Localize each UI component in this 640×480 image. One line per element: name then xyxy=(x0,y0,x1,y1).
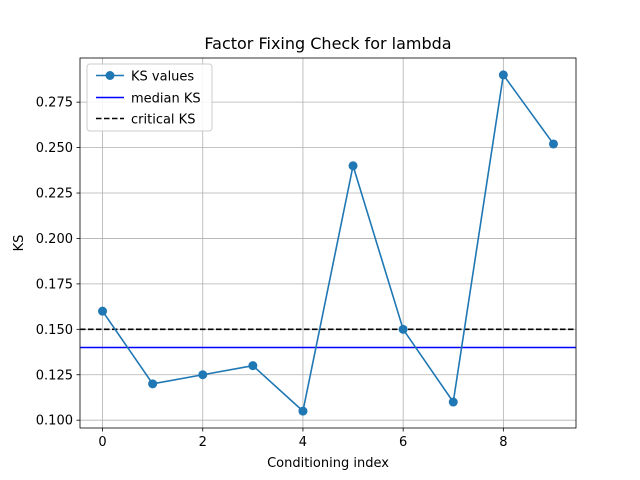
x-axis-label: Conditioning index xyxy=(267,456,389,471)
y-tick-label: 0.175 xyxy=(36,277,73,292)
ks-value-point xyxy=(298,406,308,416)
ks-value-point xyxy=(348,161,358,171)
ks-value-point xyxy=(248,361,258,371)
ks-value-point xyxy=(198,370,208,380)
x-tick-label: 6 xyxy=(399,435,407,450)
legend-label-critical-ks: critical KS xyxy=(131,113,195,128)
x-tick-label: 4 xyxy=(299,435,307,450)
y-tick-label: 0.125 xyxy=(36,368,73,383)
legend-box xyxy=(86,63,213,132)
ks-value-point xyxy=(498,70,508,80)
ks-value-point xyxy=(448,397,458,407)
x-tick-label: 2 xyxy=(199,435,207,450)
chart-title: Factor Fixing Check for lambda xyxy=(204,34,451,53)
ks-value-point xyxy=(398,324,408,334)
y-axis-label: KS xyxy=(12,235,27,252)
plot-frame xyxy=(79,57,577,429)
ks-value-point xyxy=(98,306,108,316)
legend-label-ks-values: KS values xyxy=(131,70,194,85)
reference-lines xyxy=(80,328,576,349)
legend: KS values median KS critical KS xyxy=(86,63,213,132)
x-tick-label: 0 xyxy=(98,435,106,450)
ks-value-point xyxy=(148,379,158,389)
y-tick-label: 0.150 xyxy=(36,323,73,338)
data-series xyxy=(98,70,558,416)
y-tick-label: 0.225 xyxy=(36,187,73,202)
axis-ticks: 0 2 4 6 8 0.100 0.125 0.150 0.175 0.200 0.225 0.250… xyxy=(36,96,508,450)
y-tick-label: 0.100 xyxy=(36,414,73,429)
x-tick-label: 8 xyxy=(499,435,507,450)
ks-values-line xyxy=(101,74,555,412)
ks-value-point xyxy=(548,139,558,149)
legend-label-median-ks: median KS xyxy=(131,92,201,107)
y-tick-label: 0.275 xyxy=(36,96,73,111)
y-tick-label: 0.200 xyxy=(36,232,73,247)
legend-marker-ks-values xyxy=(105,71,115,80)
y-tick-label: 0.250 xyxy=(36,141,73,156)
